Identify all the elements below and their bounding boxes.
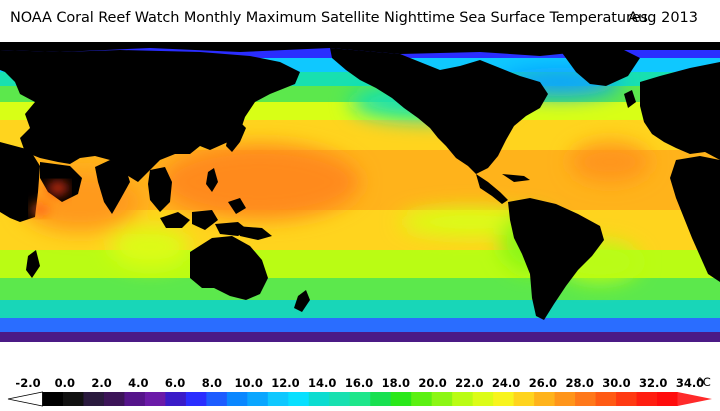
colorbar-swatch (411, 392, 433, 406)
colorbar-swatches (7, 391, 712, 407)
colorbar-tick-label: 6.0 (165, 376, 185, 390)
colorbar-tick-label: 28.0 (565, 376, 593, 390)
land-masses (0, 42, 720, 320)
colorbar-tick-label: 4.0 (128, 376, 148, 390)
colorbar-tick-label: 32.0 (639, 376, 667, 390)
colorbar-tick-label: 12.0 (271, 376, 299, 390)
colorbar-swatch (390, 392, 412, 406)
colorbar-swatch (431, 392, 453, 406)
colorbar-swatch (267, 392, 289, 406)
colorbar-tick-label: 26.0 (529, 376, 557, 390)
colorbar-swatch (657, 392, 679, 406)
colorbar-swatch (62, 392, 84, 406)
colorbar-swatch (554, 392, 576, 406)
colorbar-swatch (42, 392, 64, 406)
temperature-colorbar-icon: -2.0 0.0 2.0 4.0 6.0 8.0 10.0 12.0 14.0 16.0 18.0 2… (7, 375, 712, 407)
colorbar-swatch (493, 392, 515, 406)
colorbar-tick-label: 14.0 (308, 376, 336, 390)
colorbar-swatch (103, 392, 125, 406)
colorbar-swatch (165, 392, 187, 406)
colorbar-swatch (616, 392, 638, 406)
colorbar-tick-label: 0.0 (55, 376, 75, 390)
colorbar-swatch (595, 392, 617, 406)
colorbar-swatch (329, 392, 351, 406)
colorbar-swatch (513, 392, 535, 406)
colorbar-tick-label: 30.0 (602, 376, 630, 390)
colorbar-high-arrow (677, 392, 712, 406)
colorbar-swatch (534, 392, 556, 406)
antarctic-ice (0, 342, 720, 372)
colorbar-unit: °C (697, 375, 711, 389)
hot-coastal-waters (32, 182, 68, 216)
colorbar-swatch (349, 392, 371, 406)
colorbar-tick-label: 34.0 (676, 376, 704, 390)
colorbar-swatch (472, 392, 494, 406)
colorbar-swatch (288, 392, 310, 406)
colorbar-tick-label: 8.0 (202, 376, 222, 390)
colorbar-swatch (144, 392, 166, 406)
colorbar-swatch (636, 392, 658, 406)
colorbar-swatch (124, 392, 146, 406)
colorbar-swatch (370, 392, 392, 406)
world-sst-map-icon (0, 42, 720, 372)
colorbar-swatch (185, 392, 207, 406)
colorbar-low-arrow (7, 391, 43, 407)
colorbar-tick-label: 20.0 (418, 376, 446, 390)
colorbar-tick-label: 22.0 (455, 376, 483, 390)
map-date: Aug 2013 (628, 10, 698, 26)
colorbar-tick-label: 16.0 (345, 376, 373, 390)
colorbar-tick-label: 18.0 (382, 376, 410, 390)
colorbar-swatch (83, 392, 105, 406)
colorbar-tick-label: 10.0 (234, 376, 262, 390)
colorbar-swatch (226, 392, 248, 406)
colorbar-swatch (206, 392, 228, 406)
colorbar-swatch (247, 392, 269, 406)
map-title: NOAA Coral Reef Watch Monthly Maximum Sa… (10, 10, 648, 26)
colorbar-swatch (452, 392, 474, 406)
colorbar-tick-label: 24.0 (492, 376, 520, 390)
colorbar-swatch (308, 392, 330, 406)
colorbar-tick-label: 2.0 (91, 376, 111, 390)
colorbar-tick-label: -2.0 (15, 376, 40, 390)
title-bar: NOAA Coral Reef Watch Monthly Maximum Sa… (0, 10, 720, 32)
colorbar-swatch (575, 392, 597, 406)
colorbar-tick-labels: -2.0 0.0 2.0 4.0 6.0 8.0 10.0 12.0 14.0 16.0 18.0 2… (15, 376, 704, 390)
